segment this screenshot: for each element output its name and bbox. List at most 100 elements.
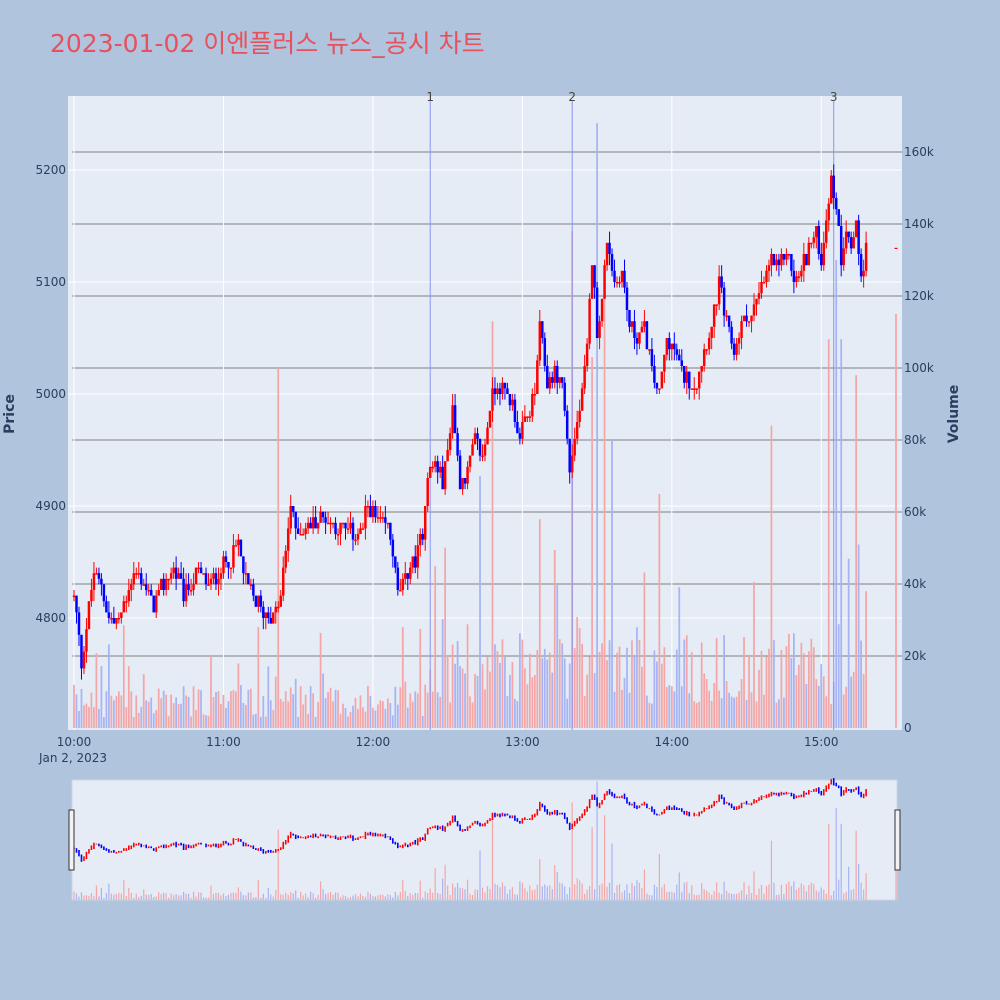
range-slider-left-handle[interactable] [68, 809, 75, 871]
candle-body [837, 209, 840, 226]
slider-volume-bar [613, 892, 616, 900]
volume-bar [509, 674, 511, 728]
candle-body [115, 618, 118, 624]
candle-body [551, 377, 554, 383]
volume-bar [401, 627, 404, 728]
candle-body [182, 578, 185, 602]
slider-volume-bar [163, 892, 165, 900]
slider-volume-bar [618, 884, 621, 900]
volume-bar [235, 691, 237, 728]
candle-body [77, 612, 81, 635]
x-tick-label: 10:00 [57, 735, 92, 749]
volume-bar [501, 639, 504, 728]
slider-volume-bar [237, 887, 239, 900]
slider-volume-bar [197, 892, 200, 900]
volume-bar [484, 689, 486, 728]
slider-volume-bar [300, 891, 302, 900]
volume-bar [110, 695, 113, 728]
slider-volume-bar [98, 896, 100, 900]
candle-body [710, 326, 713, 338]
volume-bar [698, 701, 701, 728]
volume-bar [775, 702, 778, 728]
range-slider[interactable] [68, 778, 901, 901]
y2-tick-label: 40k [904, 577, 926, 591]
slider-volume-bar [357, 896, 359, 900]
y2-tick-label: 0 [904, 721, 912, 735]
volume-bar [431, 691, 434, 728]
slider-volume-bar [778, 894, 780, 900]
slider-volume-bar [409, 893, 411, 900]
candle-body [80, 634, 83, 669]
candle-body [795, 276, 798, 282]
slider-volume-bar [678, 872, 680, 900]
volume-bar [646, 695, 648, 728]
volume-bar [117, 691, 120, 728]
slider-volume-bar [479, 850, 481, 900]
slider-volume-bar [212, 893, 215, 900]
candle-body [623, 270, 626, 288]
y-axis-title: Price [2, 394, 18, 434]
slider-volume-bar [192, 891, 195, 900]
candle-body [805, 254, 808, 266]
volume-bar [678, 587, 681, 728]
candle-body [309, 522, 312, 529]
volume-bar [653, 650, 656, 728]
volume-bar [598, 651, 601, 728]
volume-bar [135, 695, 138, 728]
volume-bar [177, 704, 180, 728]
volume-bar [596, 123, 598, 728]
volume-bar [379, 700, 382, 728]
slider-volume-bar [447, 885, 449, 900]
candle-body [680, 360, 684, 366]
slider-volume-bar [481, 887, 484, 900]
volume-bar [817, 685, 820, 728]
slider-volume-bar [805, 891, 807, 900]
slider-volume-bar [295, 890, 297, 900]
volume-bar [658, 494, 661, 728]
slider-volume-bar [820, 887, 822, 900]
volume-bar [125, 707, 128, 728]
candle-body [620, 270, 624, 282]
slider-volume-bar [501, 882, 504, 900]
range-slider-bg [71, 779, 898, 901]
volume-bar [108, 644, 110, 728]
volume-bar [145, 700, 148, 728]
candle-body [189, 590, 193, 592]
volume-bar [496, 651, 499, 728]
slider-volume-bar [95, 885, 98, 900]
volume-bar [795, 674, 798, 728]
volume-bar [282, 701, 285, 728]
volume-bar [112, 700, 115, 728]
volume-bar [434, 566, 437, 728]
slider-volume-bar [648, 895, 650, 900]
range-slider-right-handle[interactable] [894, 809, 901, 871]
candle-body [767, 265, 771, 271]
slider-volume-bar [863, 889, 865, 900]
slider-volume-bar [701, 883, 703, 900]
slider-volume-bar [574, 884, 576, 900]
volume-bar [217, 691, 220, 728]
slider-volume-bar [392, 897, 394, 900]
volume-bar [167, 716, 170, 728]
volume-bar [611, 440, 613, 728]
volume-bar [725, 681, 728, 728]
slider-volume-bar [133, 897, 135, 900]
volume-bar [588, 656, 591, 728]
candle-body [142, 584, 145, 586]
slider-volume-bar [521, 882, 523, 900]
volume-bar [207, 715, 210, 728]
slider-volume-bar [735, 893, 738, 900]
volume-bar [837, 624, 840, 728]
slider-volume-bar [823, 889, 825, 900]
volume-bar [800, 642, 803, 728]
candle-body [595, 287, 599, 338]
candle-body [565, 410, 569, 439]
candle-body [364, 506, 367, 529]
candle-body [311, 517, 315, 529]
candle-body [204, 573, 208, 585]
x-tick-label: 15:00 [804, 735, 839, 749]
candle-body [144, 584, 148, 590]
candle-body [284, 550, 287, 568]
candle-body [107, 612, 111, 618]
candle-body [782, 254, 786, 260]
